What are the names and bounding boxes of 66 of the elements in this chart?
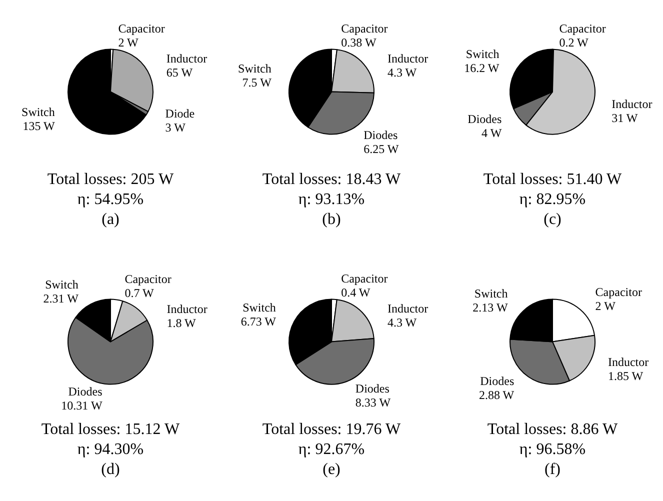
data-label: 4 W	[482, 126, 502, 140]
data-label: 135 W	[22, 118, 56, 133]
data-label: 0.4 W	[341, 285, 371, 300]
data-label: 4.3 W	[387, 315, 418, 330]
slice-label: Inductor	[387, 51, 428, 66]
slice-label: Inductor	[387, 301, 428, 316]
slice-label: Switch	[238, 62, 272, 76]
text: η: 93.13%	[297, 190, 366, 210]
data-label: 2.31 W	[43, 292, 80, 306]
slice-label: Capacitor	[341, 21, 388, 36]
text: (a)	[100, 210, 120, 230]
slice-label: Diodes	[355, 381, 390, 396]
data-label: 65 W	[166, 65, 194, 80]
text: η: 94.30%	[76, 440, 145, 460]
slice-label: Inductor	[608, 355, 649, 370]
data-label: 3 W	[165, 120, 186, 134]
slice-label: Switch	[45, 278, 78, 292]
slice-label: Capacitor	[595, 284, 642, 299]
text: (e)	[322, 460, 342, 480]
slice-label: Switch	[474, 286, 508, 301]
slice-label: Inductor	[166, 51, 208, 66]
text: Total losses: 8.86 W	[486, 420, 619, 440]
data-label: 6.25 W	[364, 142, 400, 156]
data-label: 8.33 W	[355, 395, 392, 410]
data-label: 7.5 W	[242, 76, 272, 90]
data-label: 6.73 W	[240, 314, 277, 329]
data-label: 2 W	[595, 298, 616, 313]
slice-label: Switch	[466, 46, 500, 61]
text: Total losses: 51.40 W	[482, 170, 623, 190]
data-label: 2.88 W	[479, 388, 515, 402]
text: Total losses: 18.43 W	[261, 170, 402, 190]
slice-label: Capacitor	[559, 21, 606, 36]
text: (d)	[100, 460, 121, 480]
slice-label: Diodes	[468, 112, 502, 126]
slice-label: Diodes	[480, 374, 514, 388]
data-label: 4.3 W	[387, 65, 418, 80]
slice-label: Capacitor	[341, 271, 388, 286]
text: η: 54.95%	[76, 190, 145, 210]
data-label: 1.85 W	[608, 369, 644, 384]
slice-label: Switch	[22, 104, 55, 119]
data-label: 2 W	[118, 35, 140, 50]
text: (f)	[544, 460, 562, 480]
text: η: 92.67%	[297, 440, 366, 460]
text: Total losses: 205 W	[46, 170, 175, 190]
data-label: 31 W	[612, 111, 638, 126]
slice-label: Diodes	[68, 384, 103, 398]
text: η: 96.58%	[518, 440, 587, 460]
data-label: 1.8 W	[166, 316, 196, 330]
text: (c)	[542, 210, 562, 230]
data-label: 0.2 W	[559, 35, 589, 50]
slice-label: Capacitor	[118, 21, 165, 36]
data-label: 0.7 W	[124, 286, 154, 300]
slice-label: Diode	[165, 106, 195, 120]
data-label: 10.31 W	[61, 398, 103, 412]
slice-label: Diodes	[364, 128, 398, 142]
slice-label: Inductor	[166, 302, 208, 316]
data-label: 2.13 W	[472, 300, 508, 315]
text: (b)	[321, 210, 342, 230]
slice-label: Switch	[242, 300, 276, 315]
slice-label: Capacitor	[124, 272, 172, 286]
data-label: 16.2 W	[464, 60, 500, 75]
slice-label: Inductor	[612, 97, 652, 112]
text: Total losses: 15.12 W	[40, 420, 181, 440]
text: Total losses: 19.76 W	[261, 420, 402, 440]
text: η: 82.95%	[518, 190, 587, 210]
data-label: 0.38 W	[341, 35, 377, 50]
